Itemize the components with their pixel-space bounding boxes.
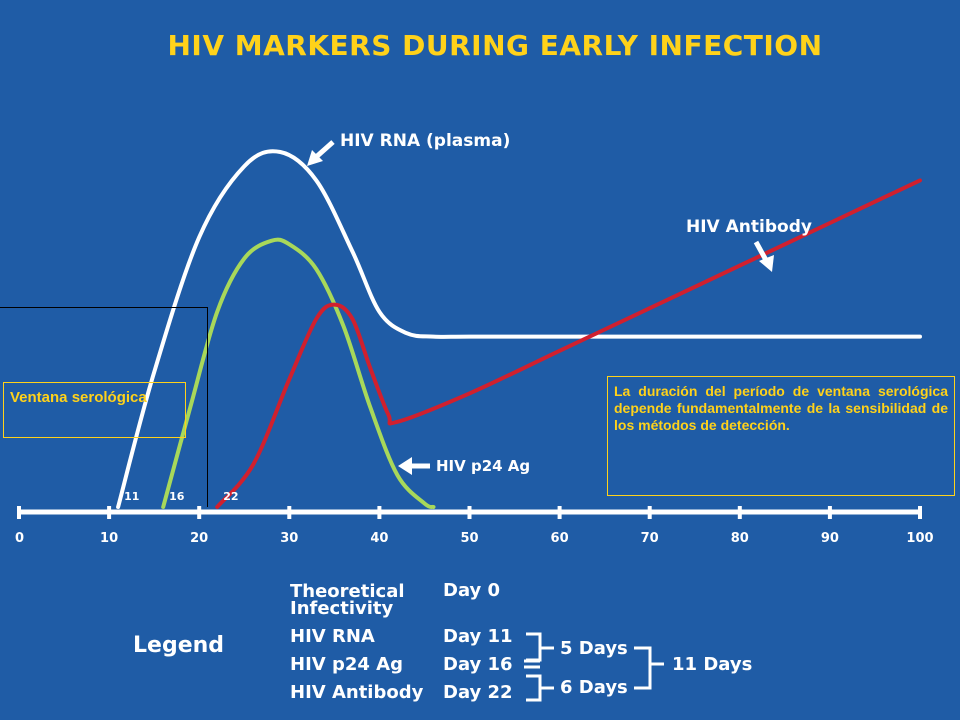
legend-day-p24: Day 16 — [443, 654, 513, 675]
series-line-0 — [116, 149, 922, 509]
legend-day-infectivity: Day 0 — [443, 580, 500, 601]
series-line-1 — [161, 237, 436, 510]
interval-2-label: 6 Days — [560, 677, 628, 698]
x-axis: 0 10 20 30 40 50 60 70 80 90 100 — [15, 506, 934, 546]
interval-1-label: 5 Days — [560, 638, 628, 659]
x-tick-label: 60 — [551, 531, 569, 546]
onset-labels: 11 16 22 — [124, 490, 238, 503]
antibody-series-label: HIV Antibody — [686, 217, 812, 237]
curves — [116, 149, 922, 510]
x-tick-label: 0 — [15, 531, 24, 546]
legend-day-antibody: Day 22 — [443, 682, 513, 703]
series-line-2 — [215, 178, 922, 509]
p24-arrow-icon — [398, 457, 430, 475]
x-tick-label: 20 — [190, 531, 208, 546]
legend-marker-infectivity-line2: Infectivity — [290, 598, 394, 619]
legend-day-rna: Day 11 — [443, 626, 513, 647]
onset-label: 11 — [124, 490, 139, 503]
x-tick-label: 50 — [460, 531, 478, 546]
total-interval-label: 11 Days — [672, 654, 752, 675]
window-period-note: Ventana serológica — [3, 382, 186, 438]
legend-marker-infectivity-line1: Theoretical — [290, 581, 405, 602]
window-duration-note: La duración del período de ventana serol… — [607, 376, 955, 496]
legend-marker-p24: HIV p24 Ag — [290, 654, 403, 675]
chart-title: HIV MARKERS DURING EARLY INFECTION — [167, 29, 822, 62]
x-tick-label: 40 — [370, 531, 388, 546]
legend-row-antibody: HIV Antibody Day 22 — [290, 682, 513, 703]
window-period-frame — [0, 307, 208, 507]
legend-row-p24: HIV p24 Ag Day 16 — [290, 654, 513, 675]
legend-row-infectivity: Theoretical Infectivity Day 0 — [290, 580, 500, 619]
bracket-1 — [526, 632, 542, 662]
interval-brackets — [524, 632, 664, 702]
x-tick-label: 10 — [100, 531, 118, 546]
x-tick-label: 90 — [821, 531, 839, 546]
bracket-3 — [634, 646, 652, 690]
x-tick-label: 70 — [641, 531, 659, 546]
x-tick-label: 30 — [280, 531, 298, 546]
rna-series-label: HIV RNA (plasma) — [340, 131, 510, 151]
x-tick-label: 100 — [906, 531, 933, 546]
onset-label: 22 — [223, 490, 238, 503]
rna-arrow-icon — [307, 140, 335, 166]
legend-marker-rna: HIV RNA — [290, 626, 375, 647]
legend-row-rna: HIV RNA Day 11 — [290, 626, 513, 647]
bracket-2 — [526, 674, 542, 702]
x-tick-label: 80 — [731, 531, 749, 546]
p24-series-label: HIV p24 Ag — [436, 457, 530, 475]
legend-marker-antibody: HIV Antibody — [290, 682, 424, 703]
legend-heading: Legend — [133, 633, 224, 658]
antibody-arrow-icon — [753, 240, 774, 272]
onset-label: 16 — [169, 490, 185, 503]
